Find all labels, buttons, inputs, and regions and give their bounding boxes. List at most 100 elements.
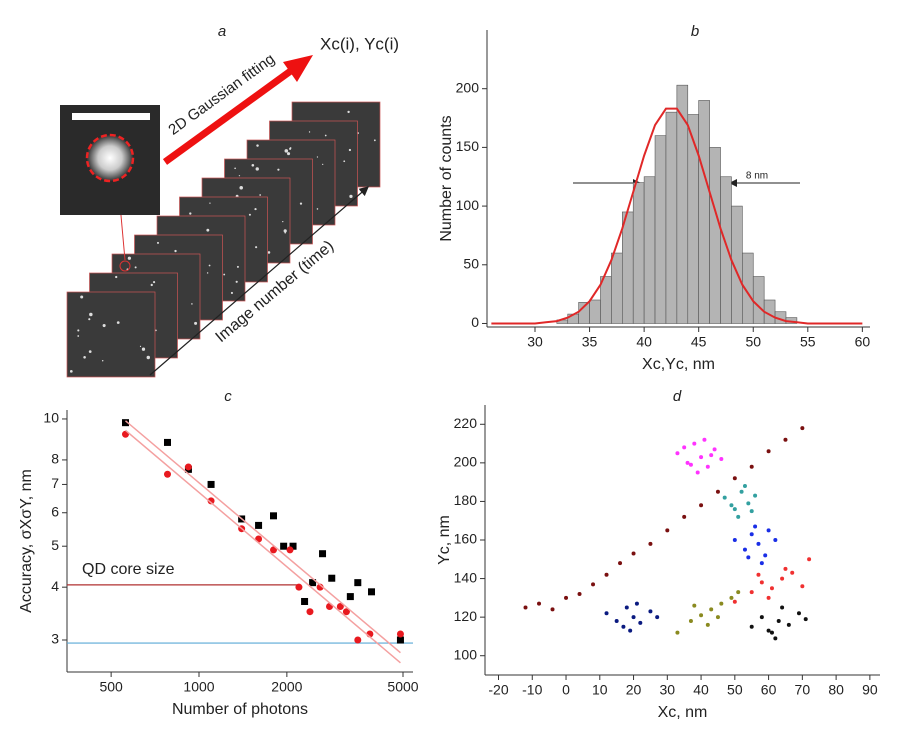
fit-arrow [162, 67, 295, 165]
bar [632, 182, 645, 324]
frame-dot [235, 280, 238, 283]
point [790, 570, 795, 575]
point [523, 605, 528, 610]
frame-dot [141, 347, 146, 351]
x-tick-label: 30 [660, 682, 676, 698]
frame-dot [127, 256, 131, 260]
frame-dot [155, 329, 157, 332]
frame-dot [308, 131, 311, 133]
frame-dot [116, 321, 120, 324]
frame-dot [284, 149, 289, 153]
panel-label: d [673, 388, 682, 405]
y-tick-label: 3 [51, 631, 59, 647]
frame-dot [347, 110, 350, 114]
point [184, 463, 192, 471]
point [699, 503, 704, 508]
point [719, 457, 724, 461]
x-tick-label: 0 [562, 682, 570, 698]
frame-dot [77, 335, 80, 337]
point [306, 608, 314, 616]
point [270, 546, 278, 554]
frame-dot [101, 360, 104, 362]
frame-dot [238, 175, 241, 177]
point [807, 557, 812, 562]
frame-dot [152, 281, 156, 284]
point [121, 419, 129, 427]
y-tick-label: 7 [51, 475, 59, 491]
bar [611, 252, 623, 324]
x-tick-label: 60 [855, 334, 871, 350]
point [682, 514, 687, 519]
fit-arrowhead [283, 55, 313, 82]
x-tick-label: 45 [691, 334, 707, 350]
point [759, 561, 764, 566]
point [665, 528, 670, 533]
x-tick-label: 35 [582, 334, 598, 350]
point [621, 624, 626, 629]
point [763, 553, 768, 558]
point [301, 597, 309, 605]
bar [698, 100, 710, 324]
point [289, 542, 297, 550]
y-axis-label: Yc, nm [436, 515, 453, 565]
point [628, 628, 633, 633]
point [634, 601, 639, 606]
point [328, 574, 336, 582]
x-tick-label: 90 [862, 682, 878, 698]
frame-dot [83, 356, 86, 359]
frame-dot [77, 329, 80, 332]
spot-marker [119, 260, 131, 272]
reference-label: QD core size [82, 561, 175, 578]
point [705, 622, 710, 627]
x-axis-label: Number of photons [172, 701, 308, 718]
point [368, 588, 376, 596]
diagram: a [218, 23, 226, 40]
point [766, 449, 771, 454]
bar [643, 176, 656, 324]
frame-dot [115, 275, 118, 279]
frame-dot [69, 369, 73, 373]
point [759, 615, 764, 620]
frame-dot [209, 202, 211, 204]
point [715, 489, 720, 494]
x-tick-label: 40 [636, 334, 652, 350]
point [719, 601, 724, 606]
point [746, 555, 751, 560]
frame-dot [88, 350, 92, 353]
point [682, 445, 687, 450]
fit-line [125, 420, 401, 654]
point [749, 509, 754, 514]
point [685, 460, 690, 465]
time-arrow [149, 186, 369, 376]
x-tick-label: 55 [800, 334, 816, 350]
y-tick-label: 200 [456, 79, 480, 95]
frame-dot [234, 167, 236, 170]
point [800, 584, 805, 589]
frame-dot [277, 168, 280, 171]
y-tick-label: 200 [454, 454, 478, 470]
annotation: 8 nm [746, 171, 768, 182]
point [749, 464, 754, 469]
point [550, 607, 555, 612]
point [732, 476, 737, 481]
x-tick-label: 1000 [183, 679, 214, 695]
spot [86, 134, 134, 182]
frame-dot [194, 321, 198, 325]
y-tick-label: 50 [463, 255, 479, 271]
point [705, 464, 710, 469]
point [692, 603, 697, 608]
point [396, 630, 404, 638]
point [769, 586, 774, 591]
frame-dot [349, 194, 353, 199]
frame-dot [255, 167, 259, 171]
point [354, 636, 362, 644]
point [396, 636, 404, 644]
x-tick-label: 20 [626, 682, 642, 698]
point [780, 605, 785, 610]
frame-dot [146, 355, 150, 360]
frame-dot [267, 251, 271, 254]
y-tick-label: 160 [454, 531, 478, 547]
frame-dot [251, 163, 255, 167]
bar [589, 299, 601, 324]
point [753, 524, 758, 529]
